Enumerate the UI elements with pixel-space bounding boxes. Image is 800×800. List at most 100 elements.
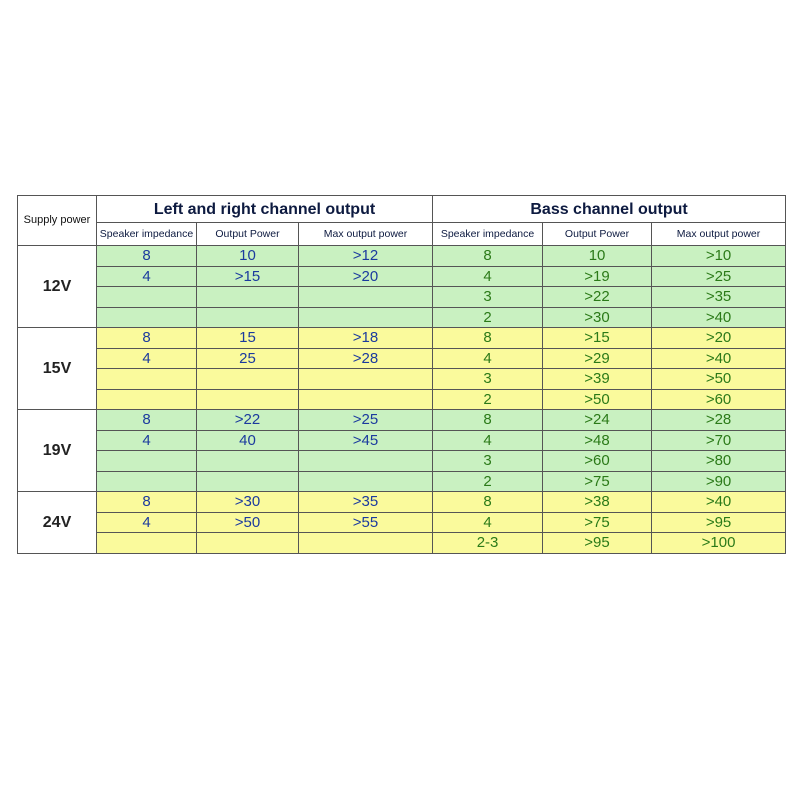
supply-voltage: 15V <box>17 327 97 410</box>
lr-cell: >30 <box>196 491 299 513</box>
lr-cell: >35 <box>297 491 434 513</box>
bass-title: Bass channel output <box>432 195 787 223</box>
bass-cell: >15 <box>542 327 653 349</box>
lr-cell: >45 <box>297 429 434 451</box>
lr-cell: 25 <box>196 347 299 369</box>
data-row: 19V 8 >22 >25 8 >24 >28 <box>17 409 787 492</box>
bass-cell: 10 <box>542 245 653 267</box>
data-row: 4 25 >28 4 >29 >40 <box>18 347 787 369</box>
bass-cell: >80 <box>651 450 787 472</box>
bass-cell: >30 <box>542 306 653 328</box>
data-row: 24V 8 >30 >35 8 >38 >40 <box>17 491 787 554</box>
data-row: 2 >30 >40 <box>18 306 787 328</box>
lr-cell: >22 <box>196 409 299 431</box>
lr-cell <box>96 306 197 328</box>
lr-cell <box>196 470 299 492</box>
bass-cell: >50 <box>651 368 787 390</box>
lr-cell <box>96 470 197 492</box>
lr-cell <box>297 306 434 328</box>
lr-cell <box>297 286 434 308</box>
lr-cell: 40 <box>196 429 299 451</box>
lr-cell <box>96 450 197 472</box>
lr-cell <box>196 388 299 410</box>
lr-cell: 10 <box>196 245 299 267</box>
data-row: 4 >15 >20 4 >19 >25 <box>18 265 787 287</box>
bass-cell: 4 <box>432 429 544 451</box>
lr-cell <box>297 450 434 472</box>
bass-cell: >19 <box>542 265 653 287</box>
bass-cell: >60 <box>542 450 653 472</box>
supply-voltage: 12V <box>17 245 97 328</box>
bass-cell: 8 <box>432 245 544 267</box>
column-header: Max output power <box>297 222 434 246</box>
bass-cell: >40 <box>651 491 787 513</box>
lr-cell <box>96 368 197 390</box>
lr-cell: >28 <box>297 347 434 369</box>
lr-cell: >20 <box>297 265 434 287</box>
bass-cell: >24 <box>542 409 653 431</box>
lr-title: Left and right channel output <box>95 195 434 223</box>
column-header: Output Power <box>542 222 653 246</box>
lr-cell: 8 <box>96 327 197 349</box>
lr-cell: 4 <box>96 511 197 533</box>
data-row: 12V 8 10 >12 8 10 >10 <box>17 245 787 328</box>
data-row: 2 >75 >90 <box>18 470 787 492</box>
lr-cell <box>196 368 299 390</box>
bass-cell: >35 <box>651 286 787 308</box>
bass-cell: >48 <box>542 429 653 451</box>
data-row: 3 >39 >50 <box>18 368 787 390</box>
lr-cell: 8 <box>96 245 197 267</box>
lr-cell: >50 <box>196 511 299 533</box>
bass-cell: >95 <box>542 532 653 554</box>
lr-cell: >18 <box>297 327 434 349</box>
lr-cell <box>196 306 299 328</box>
supply-voltage: 19V <box>17 409 97 492</box>
bass-cell: 3 <box>432 286 544 308</box>
column-header-row: Speaker impedance Output Power Max output … <box>18 222 787 246</box>
bass-cell: >28 <box>651 409 787 431</box>
data-row: 15V 8 15 >18 8 >15 >20 <box>17 327 787 410</box>
table-body: Supply power Left and right channel outp… <box>17 195 787 554</box>
lr-cell <box>297 470 434 492</box>
bass-cell: >95 <box>651 511 787 533</box>
lr-cell <box>297 532 434 554</box>
lr-cell <box>196 286 299 308</box>
bass-cell: >10 <box>651 245 787 267</box>
bass-cell: >75 <box>542 470 653 492</box>
bass-cell: >75 <box>542 511 653 533</box>
bass-cell: 4 <box>432 265 544 287</box>
bass-cell: >40 <box>651 306 787 328</box>
bass-cell: 2 <box>432 470 544 492</box>
column-header: Speaker impedance <box>432 222 544 246</box>
lr-cell <box>96 286 197 308</box>
lr-cell <box>297 368 434 390</box>
lr-cell: 4 <box>96 265 197 287</box>
bass-cell: >60 <box>651 388 787 410</box>
bass-cell: 2 <box>432 306 544 328</box>
lr-cell: 4 <box>96 347 197 369</box>
bass-cell: >20 <box>651 327 787 349</box>
lr-cell: >15 <box>196 265 299 287</box>
bass-cell: >50 <box>542 388 653 410</box>
data-row: 4 >50 >55 4 >75 >95 <box>18 511 787 533</box>
lr-cell <box>196 532 299 554</box>
bass-cell: >38 <box>542 491 653 513</box>
lr-cell: 15 <box>196 327 299 349</box>
bass-cell: 2-3 <box>432 532 544 554</box>
lr-cell <box>96 388 197 410</box>
lr-cell: >55 <box>297 511 434 533</box>
bass-cell: >40 <box>651 347 787 369</box>
bass-cell: 2 <box>432 388 544 410</box>
column-header: Speaker impedance <box>96 222 197 246</box>
lr-cell <box>96 532 197 554</box>
table-wrap: Supply power Left and right channel outp… <box>17 195 787 554</box>
supply-header: Supply power <box>17 195 97 246</box>
bass-cell: 8 <box>432 491 544 513</box>
bass-cell: >22 <box>542 286 653 308</box>
bass-cell: >29 <box>542 347 653 369</box>
bass-cell: >90 <box>651 470 787 492</box>
data-row: 3 >22 >35 <box>18 286 787 308</box>
supply-voltage: 24V <box>17 491 97 554</box>
bass-cell: >25 <box>651 265 787 287</box>
